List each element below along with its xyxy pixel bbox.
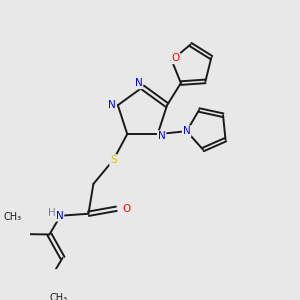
Text: N: N [183, 126, 190, 136]
Text: N: N [56, 211, 63, 221]
Text: S: S [110, 155, 117, 165]
Text: N: N [108, 100, 116, 110]
Text: CH₃: CH₃ [50, 293, 68, 300]
Text: O: O [172, 53, 180, 63]
Text: N: N [135, 78, 142, 88]
Text: H: H [48, 208, 56, 218]
Text: O: O [122, 204, 130, 214]
Text: N: N [158, 131, 166, 141]
Text: CH₃: CH₃ [4, 212, 22, 222]
